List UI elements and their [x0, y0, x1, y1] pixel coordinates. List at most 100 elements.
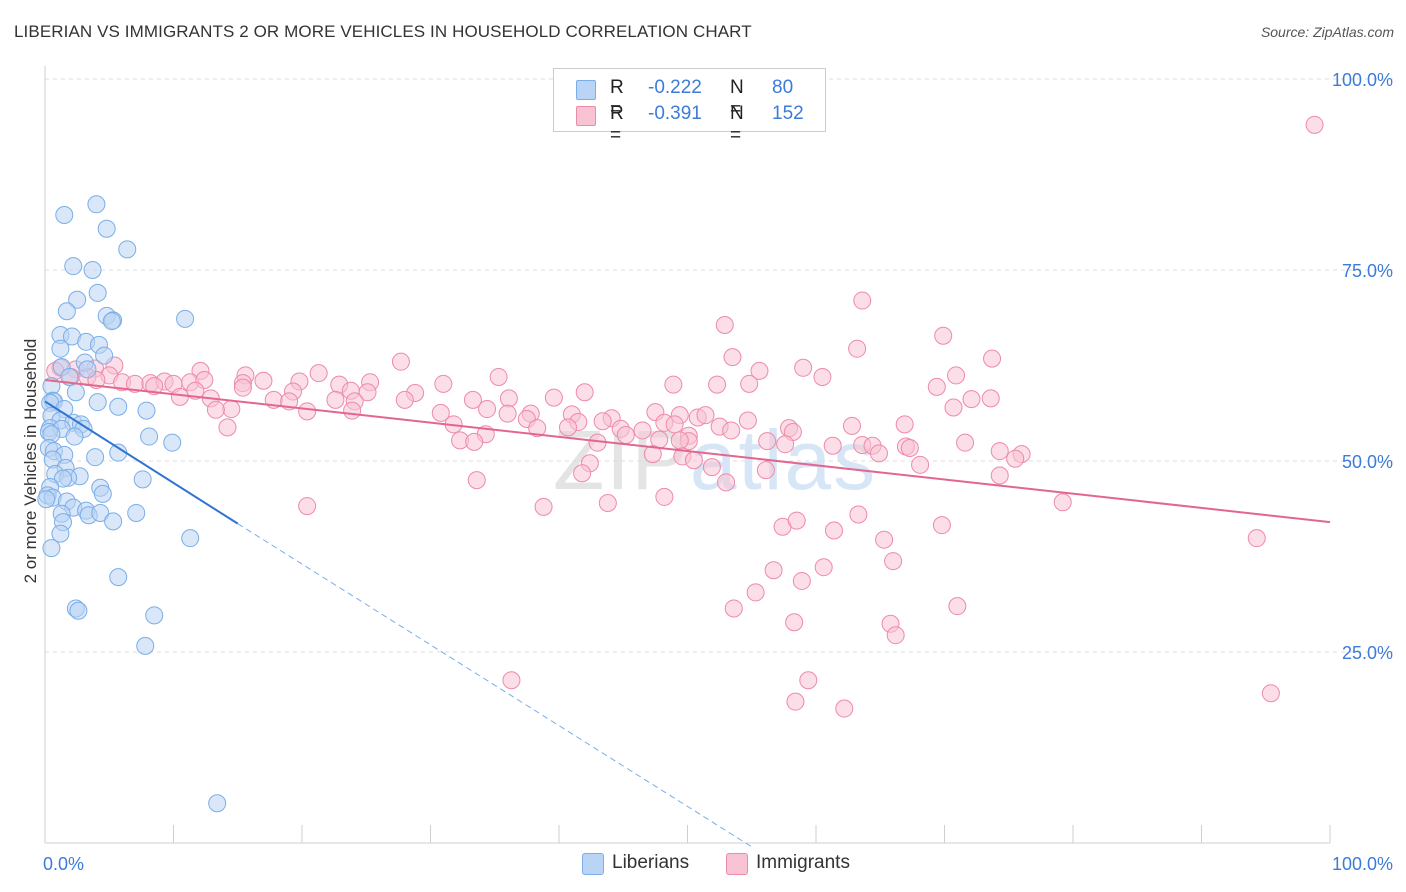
data-point-liberians: [83, 261, 102, 279]
data-point-immigrants: [853, 291, 872, 310]
data-point-liberians: [60, 367, 79, 386]
data-point-liberians: [55, 205, 74, 224]
data-point-immigrants: [948, 597, 967, 616]
data-point-immigrants: [944, 398, 963, 417]
data-point-immigrants: [326, 390, 345, 409]
data-point-liberians: [51, 524, 70, 543]
data-point-immigrants: [776, 435, 795, 454]
legend-label-immigrants: Immigrants: [756, 852, 850, 873]
data-point-immigrants: [467, 471, 486, 490]
data-point-liberians: [51, 339, 70, 358]
data-point-liberians: [64, 257, 83, 276]
data-point-immigrants: [534, 497, 553, 516]
data-point-immigrants: [813, 367, 832, 386]
data-point-immigrants: [932, 516, 951, 535]
data-point-immigrants: [962, 390, 981, 409]
data-point-liberians: [68, 290, 87, 309]
data-point-immigrants: [664, 375, 683, 394]
data-point-immigrants: [869, 444, 888, 463]
data-point-immigrants: [956, 433, 975, 452]
data-point-immigrants: [723, 348, 742, 367]
y-tick-label: 75.0%: [1342, 261, 1393, 281]
data-point-immigrants: [391, 352, 410, 371]
data-point-liberians: [140, 427, 159, 446]
data-point-immigrants: [499, 389, 518, 408]
data-point-immigrants: [696, 406, 715, 425]
data-point-immigrants: [794, 358, 813, 377]
data-point-immigrants: [886, 626, 905, 645]
data-point-liberians: [127, 503, 146, 522]
data-point-immigrants: [465, 432, 484, 451]
data-point-immigrants: [947, 366, 966, 385]
data-point-immigrants: [528, 419, 547, 438]
data-point-immigrants: [233, 378, 252, 397]
data-point-immigrants: [823, 436, 842, 455]
data-point-immigrants: [708, 375, 727, 394]
y-tick-label: 100.0%: [1332, 70, 1393, 90]
data-point-immigrants: [750, 361, 769, 380]
data-point-immigrants: [593, 412, 612, 431]
r-label: R =: [610, 103, 624, 146]
immigrants-swatch: [576, 106, 596, 126]
data-point-immigrants: [665, 415, 684, 434]
data-point-immigrants: [990, 442, 1009, 461]
data-point-liberians: [37, 490, 56, 509]
data-point-immigrants: [715, 316, 734, 335]
data-point-liberians: [118, 240, 137, 259]
data-point-liberians: [42, 539, 61, 558]
n-label: N =: [730, 103, 744, 146]
data-point-immigrants: [431, 403, 450, 422]
data-point-immigrants: [478, 400, 497, 419]
data-point-immigrants: [792, 571, 811, 590]
data-point-liberians: [208, 794, 227, 813]
data-point-liberians: [57, 302, 76, 321]
data-point-liberians: [69, 601, 88, 620]
data-point-immigrants: [842, 416, 861, 435]
data-point-immigrants: [489, 367, 508, 386]
data-point-immigrants: [895, 415, 914, 434]
r-label: R =: [610, 77, 624, 120]
data-point-liberians: [53, 469, 72, 488]
data-point-liberians: [87, 195, 106, 214]
r-value-immigrants: -0.391: [648, 103, 702, 124]
data-point-immigrants: [309, 364, 328, 383]
data-point-liberians: [66, 383, 85, 402]
data-point-liberians: [136, 636, 155, 655]
data-point-immigrants: [616, 426, 635, 445]
data-point-immigrants: [502, 671, 521, 690]
data-point-immigrants: [758, 432, 777, 451]
trend-line-liberians: [44, 400, 239, 525]
data-point-immigrants: [900, 439, 919, 458]
data-point-liberians: [95, 346, 114, 365]
data-point-immigrants: [558, 418, 577, 437]
data-point-immigrants: [722, 421, 741, 440]
data-point-immigrants: [990, 466, 1009, 485]
correlation-legend: R = -0.222 N = 80 R = -0.391 N = 152: [553, 68, 826, 146]
y-axis-title: 2 or more Vehicles in Household: [21, 339, 40, 584]
data-point-immigrants: [498, 404, 517, 423]
chart-title: LIBERIAN VS IMMIGRANTS 2 OR MORE VEHICLE…: [14, 22, 752, 41]
trend-line-immigrants: [44, 379, 1331, 524]
source-label: Source: ZipAtlas.com: [1260, 24, 1394, 40]
data-point-immigrants: [298, 402, 317, 421]
data-point-immigrants: [981, 389, 1000, 408]
data-point-immigrants: [1247, 529, 1266, 548]
data-point-immigrants: [1305, 115, 1324, 134]
data-point-immigrants: [746, 583, 765, 602]
data-point-immigrants: [575, 383, 594, 402]
data-point-liberians: [102, 312, 121, 331]
data-point-liberians: [65, 427, 84, 446]
data-point-immigrants: [222, 400, 241, 419]
immigrants-swatch: [726, 853, 748, 875]
data-point-immigrants: [145, 377, 164, 396]
data-point-liberians: [88, 283, 107, 302]
data-point-immigrants: [206, 400, 225, 419]
r-value-liberians: -0.222: [648, 77, 702, 98]
data-point-liberians: [88, 393, 107, 412]
data-point-immigrants: [670, 431, 689, 450]
data-point-immigrants: [786, 692, 805, 711]
data-point-liberians: [163, 433, 182, 452]
x-tick-label: 0.0%: [43, 854, 84, 874]
data-point-immigrants: [884, 552, 903, 571]
